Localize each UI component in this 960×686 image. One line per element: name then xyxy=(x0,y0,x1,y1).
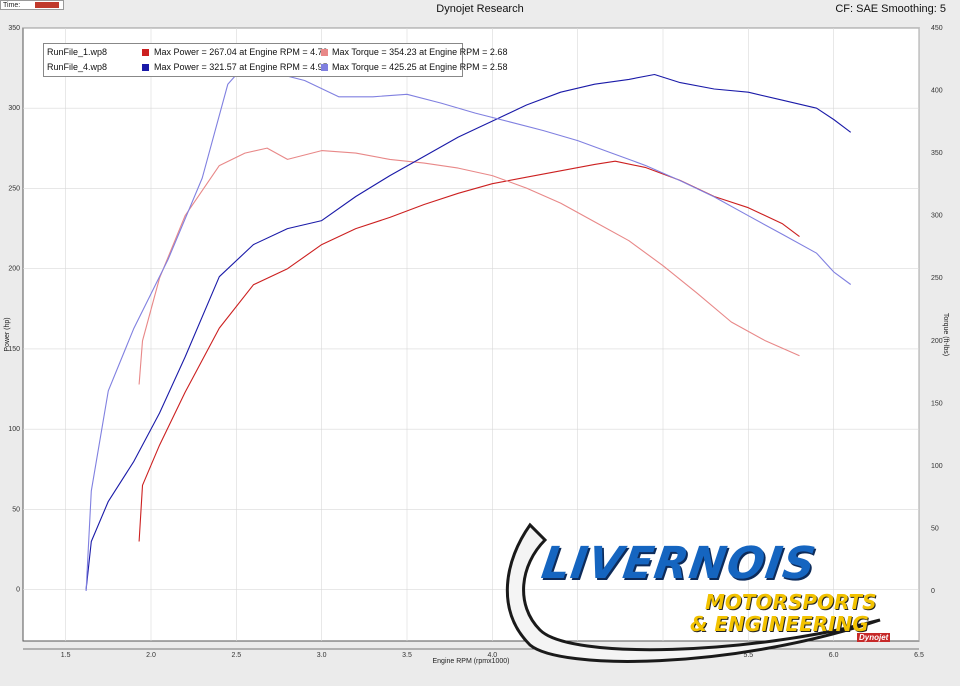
y2-tick-label: 250 xyxy=(931,275,943,282)
y2-tick-label: 0 xyxy=(931,588,935,595)
x-tick-label: 3.5 xyxy=(402,652,412,659)
y2-tick-label: 200 xyxy=(931,338,943,345)
y-tick-label: 100 xyxy=(8,426,20,433)
series-line-1 xyxy=(138,147,800,385)
x-tick-label: 1.5 xyxy=(61,652,71,659)
correction-factor: CF: SAE Smoothing: 5 xyxy=(835,3,946,15)
legend-power-text: Max Power = 321.57 at Engine RPM = 4.95 xyxy=(154,62,328,72)
y2-tick-label: 450 xyxy=(931,25,943,32)
y2-tick-label: 300 xyxy=(931,213,943,220)
x-tick-label: 4.0 xyxy=(487,652,497,659)
legend-file: RunFile_1.wp8 xyxy=(47,47,108,57)
x-tick-label: 6.5 xyxy=(914,652,924,659)
x-tick-label: 3.0 xyxy=(317,652,327,659)
y-tick-label: 150 xyxy=(8,346,20,353)
legend-power-swatch xyxy=(142,49,149,56)
y-tick-label: 350 xyxy=(8,25,20,32)
y2-axis-label: Torque (ft-lbs) xyxy=(942,313,949,356)
x-tick-label: 5.5 xyxy=(743,652,753,659)
x-tick-label: 2.5 xyxy=(231,652,241,659)
top-bar: Time: Dynojet Research CF: SAE Smoothing… xyxy=(0,0,960,20)
y-axis-label: Power (hp) xyxy=(4,317,11,351)
logo-line2: MOTORSPORTS xyxy=(705,590,877,614)
y-tick-label: 200 xyxy=(8,266,20,273)
plot-area xyxy=(22,27,920,642)
y2-tick-label: 100 xyxy=(931,463,943,470)
y2-tick-label: 150 xyxy=(931,400,943,407)
time-slider-fill xyxy=(35,2,59,8)
y2-tick-label: 400 xyxy=(931,88,943,95)
y2-tick-label: 50 xyxy=(931,525,939,532)
y-tick-label: 50 xyxy=(12,506,20,513)
legend-torque-text: Max Torque = 425.25 at Engine RPM = 2.58 xyxy=(332,62,508,72)
logo-swoosh xyxy=(506,522,881,663)
legend-torque-swatch xyxy=(321,49,328,56)
x-tick-label: 2.0 xyxy=(146,652,156,659)
page-title: Dynojet Research xyxy=(436,3,524,15)
series-line-3 xyxy=(85,58,852,592)
x-axis-label: Engine RPM (rpmx1000) xyxy=(432,658,509,665)
legend-power-swatch xyxy=(142,64,149,71)
x-tick-label: 6.0 xyxy=(829,652,839,659)
y-tick-label: 300 xyxy=(8,105,20,112)
legend-torque-swatch xyxy=(321,64,328,71)
time-label: Time: xyxy=(3,2,21,9)
logo-main-text: LIVERNOIS xyxy=(538,538,820,589)
legend-row-run1: RunFile_1.wp8 Max Power = 267.04 at Engi… xyxy=(44,45,507,60)
dynojet-badge: Dynojet xyxy=(857,633,891,642)
y2-tick-label: 350 xyxy=(931,150,943,157)
series-line-2 xyxy=(85,73,852,590)
livernois-logo: LIVERNOIS MOTORSPORTS & ENGINEERING Dyno… xyxy=(500,520,900,670)
time-slider[interactable]: Time: xyxy=(0,0,64,10)
logo-line3: & ENGINEERING xyxy=(690,612,869,636)
legend: RunFile_1.wp8 Max Power = 267.04 at Engi… xyxy=(43,43,507,77)
legend-row-run4: RunFile_4.wp8 Max Power = 321.57 at Engi… xyxy=(44,60,507,75)
legend-power-text: Max Power = 267.04 at Engine RPM = 4.72 xyxy=(154,47,328,57)
legend-file: RunFile_4.wp8 xyxy=(47,62,108,72)
y-tick-label: 250 xyxy=(8,185,20,192)
legend-torque-text: Max Torque = 354.23 at Engine RPM = 2.68 xyxy=(332,47,508,57)
y-tick-label: 0 xyxy=(16,587,20,594)
